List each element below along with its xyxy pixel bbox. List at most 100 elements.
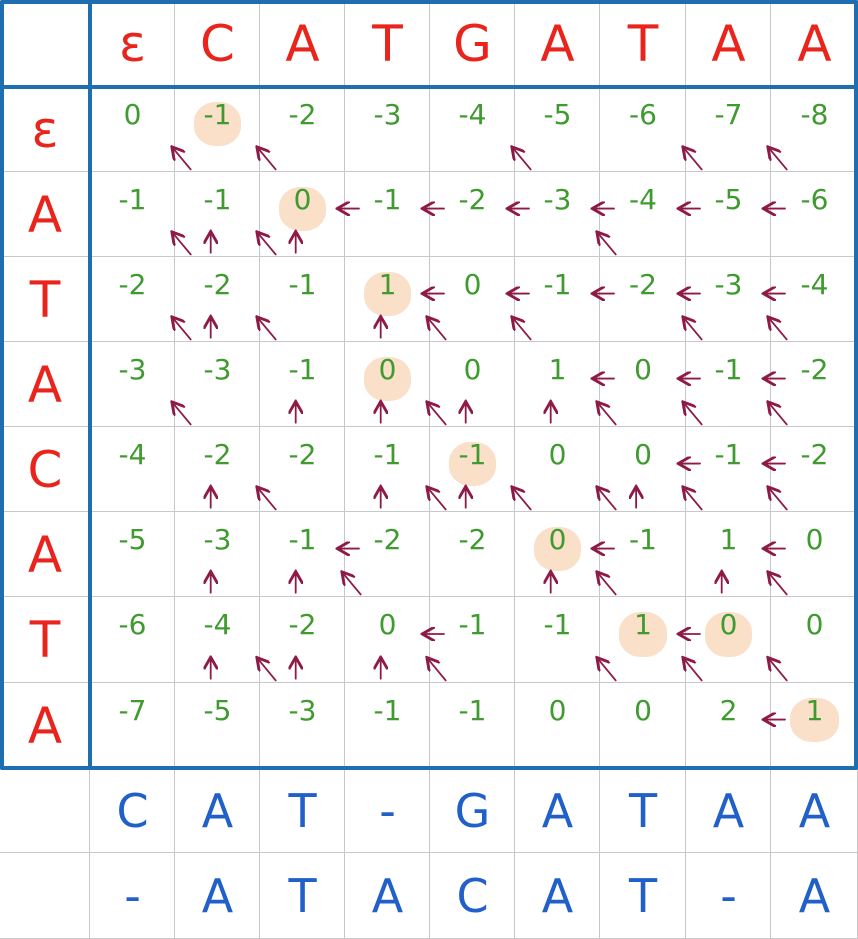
grid-cell — [430, 87, 515, 172]
header-col-letter: T — [372, 14, 403, 73]
alignment-bottom-char: - — [720, 869, 737, 923]
arrow-diagonal — [258, 148, 277, 171]
matrix-value: -1 — [373, 182, 402, 216]
grid-cell — [175, 257, 260, 342]
alignment-bottom-char: C — [456, 869, 489, 923]
grid-cell — [515, 597, 600, 683]
grid-cell — [430, 597, 515, 683]
grid-cell — [260, 597, 345, 683]
grid-cell — [600, 87, 686, 172]
grid-cell — [686, 597, 771, 683]
matrix-value: -2 — [800, 437, 829, 471]
grid-cell — [175, 768, 260, 853]
matrix-value: -6 — [118, 608, 147, 642]
highlight-mark — [448, 442, 497, 487]
alignment-bottom-char: T — [628, 869, 658, 923]
alignment-top-char: G — [454, 783, 491, 838]
arrow-diagonal — [769, 659, 788, 682]
matrix-value: 0 — [805, 608, 824, 642]
header-row-letter: A — [27, 525, 63, 584]
matrix-value: -1 — [118, 182, 147, 216]
matrix-value: -1 — [288, 267, 317, 301]
matrix-value: -2 — [288, 437, 317, 471]
grid-cell — [345, 768, 430, 853]
grid-cell — [175, 597, 260, 683]
matrix-value: -2 — [288, 608, 317, 642]
matrix-value: -2 — [458, 182, 487, 216]
grid-cell — [90, 768, 175, 853]
matrix-value: -1 — [543, 267, 572, 301]
arrow-diagonal — [428, 318, 447, 341]
matrix-value: 0 — [548, 693, 567, 727]
matrix-value: -3 — [203, 522, 232, 556]
matrix-value: 0 — [378, 608, 397, 642]
grid-cell — [260, 427, 345, 512]
header-row-letter: C — [27, 440, 63, 499]
arrow-diagonal — [769, 148, 788, 171]
arrow-diagonal — [513, 318, 532, 341]
header-row-letter: T — [29, 611, 61, 669]
matrix-value: -5 — [118, 522, 147, 556]
matrix-value: -6 — [800, 182, 829, 216]
header-row-letter: A — [27, 185, 63, 244]
arrow-diagonal — [428, 659, 447, 682]
matrix-value: -3 — [118, 352, 147, 386]
grid-cell — [90, 512, 175, 597]
arrow-diagonal — [684, 318, 703, 341]
arrow-diagonal — [598, 573, 617, 596]
matrix-value: -2 — [373, 522, 402, 556]
arrow-diagonal — [598, 403, 617, 426]
arrow-diagonal — [769, 488, 788, 511]
matrix-value: -2 — [203, 267, 232, 301]
arrow-diagonal — [258, 488, 277, 511]
highlight-mark — [790, 698, 839, 743]
matrix-value: -1 — [288, 522, 317, 556]
arrow-diagonal — [684, 488, 703, 511]
alignment-bottom-char: A — [541, 869, 574, 923]
alignment-top-char: T — [288, 783, 317, 838]
grid-cell — [260, 768, 345, 853]
header-row-letter: T — [29, 270, 61, 329]
alignment-bottom-char: A — [371, 869, 404, 923]
highlight-mark — [363, 272, 412, 317]
arrow-diagonal — [769, 403, 788, 426]
grid-cell — [686, 87, 771, 172]
matrix-value: 0 — [634, 437, 652, 471]
header-row-letter: A — [27, 696, 63, 755]
matrix-value: -2 — [288, 97, 317, 131]
header-col-letter: A — [797, 14, 832, 73]
matrix-value: -1 — [203, 182, 232, 216]
arrow-diagonal — [258, 233, 277, 256]
matrix-value: -3 — [203, 352, 232, 386]
arrow-diagonal — [258, 659, 277, 682]
matrix-value: 0 — [548, 437, 567, 471]
alignment-bottom-char: A — [201, 869, 234, 923]
grid-cell — [345, 87, 430, 172]
arrow-diagonal — [769, 573, 788, 596]
header-col-letter: A — [540, 14, 575, 73]
grid-cell — [430, 768, 515, 853]
matrix-value: 2 — [719, 693, 738, 727]
highlight-mark — [618, 612, 668, 658]
grid-cell — [515, 768, 600, 853]
grid-cell — [345, 342, 430, 427]
grid-cell — [90, 342, 175, 427]
grid-cell — [430, 512, 515, 597]
matrix-value: -3 — [714, 267, 743, 301]
alignment-top-char: T — [628, 783, 658, 838]
matrix-value: 0 — [123, 97, 142, 131]
header-col-letter: G — [453, 14, 492, 73]
grid-cell — [90, 597, 175, 683]
matrix-value: -4 — [629, 182, 657, 216]
matrix-value: -4 — [800, 267, 829, 301]
matrix-value: -3 — [288, 693, 317, 727]
highlight-mark — [533, 527, 582, 572]
matrix-value: -1 — [458, 693, 487, 727]
header-col-letter: T — [627, 14, 659, 73]
arrow-diagonal — [769, 318, 788, 341]
matrix-value: -1 — [458, 437, 487, 471]
matrix-value: -3 — [543, 182, 572, 216]
highlight-mark — [193, 102, 242, 147]
alignment-top-char: A — [712, 783, 745, 838]
